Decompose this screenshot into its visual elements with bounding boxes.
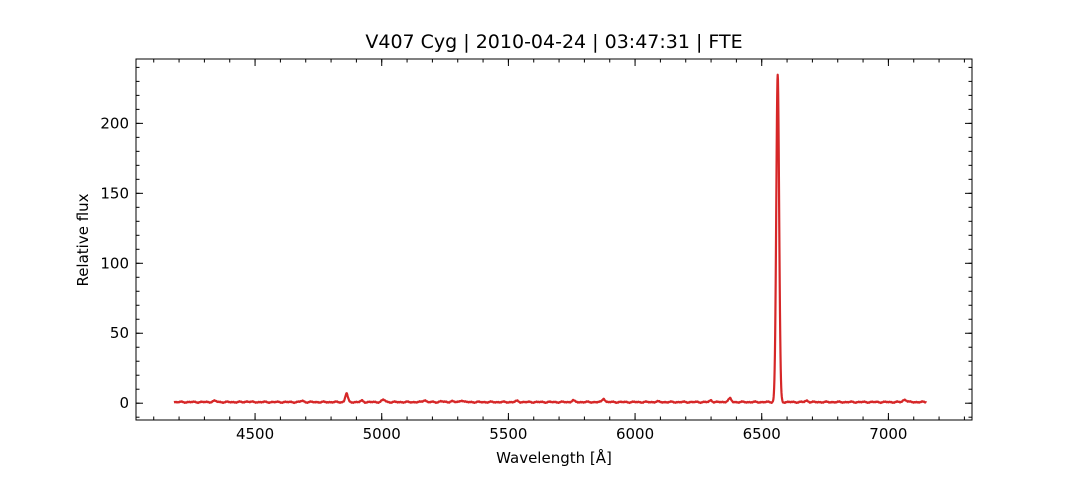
y-tick-label: 150 (100, 184, 129, 202)
y-tick-label: 50 (110, 324, 129, 342)
x-tick-label: 4500 (236, 425, 274, 443)
x-axis-label: Wavelength [Å] (496, 448, 612, 467)
plot-frame (135, 58, 973, 421)
x-tick-label: 6000 (616, 425, 654, 443)
x-tick-label: 6500 (743, 425, 781, 443)
y-axis-label: Relative flux (74, 193, 92, 286)
x-tick-label: 5500 (489, 425, 527, 443)
x-tick-label: 7000 (869, 425, 907, 443)
y-tick-label: 0 (119, 394, 129, 412)
y-tick-label: 100 (100, 254, 129, 272)
axis-ticks: 4500 5000 5500 6000 6500 7000 0 50 100 150 200 (100, 59, 972, 443)
x-tick-label: 5000 (363, 425, 401, 443)
y-tick-label: 200 (100, 114, 129, 132)
spectrum-line (173, 73, 928, 405)
chart-title: V407 Cyg | 2010-04-24 | 03:47:31 | FTE (365, 31, 742, 53)
